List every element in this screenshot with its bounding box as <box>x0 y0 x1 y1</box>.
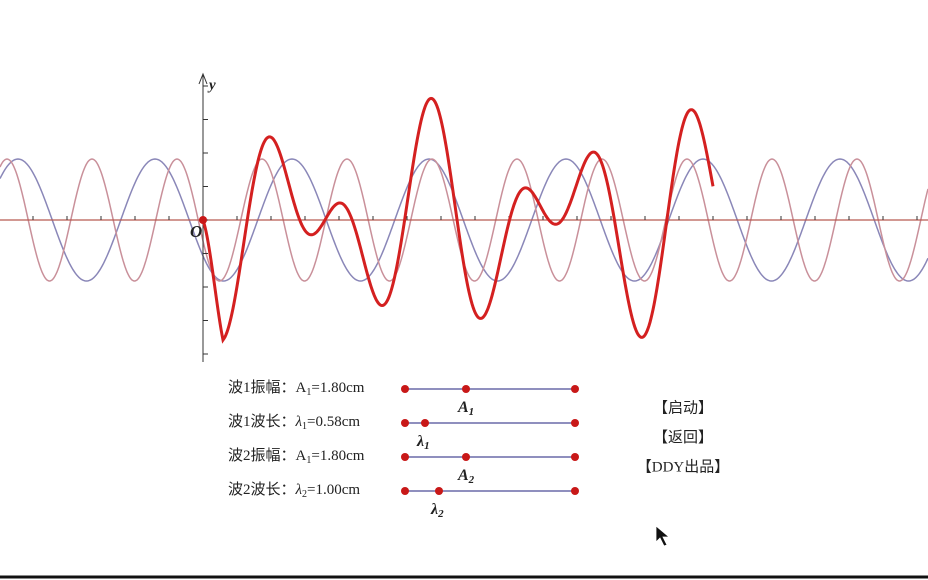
label-prefix: 波2振幅： <box>228 447 296 464</box>
y-axis-label: y <box>207 77 216 93</box>
control-label: 波2振幅：A1=1.80cm <box>228 447 365 466</box>
slider-handle[interactable] <box>462 385 470 393</box>
slider-handle[interactable] <box>435 487 443 495</box>
label-symbol: A <box>296 380 307 396</box>
origin-label: O <box>190 222 202 241</box>
handle-label: A2 <box>457 467 475 486</box>
slider-end <box>571 453 579 461</box>
handle-symbol: λ <box>430 501 438 518</box>
wave-2 <box>0 158 928 282</box>
handle-symbol: A <box>457 467 469 484</box>
origin-point <box>199 216 207 224</box>
button[interactable]: 【返回】 <box>653 429 713 446</box>
label-prefix: 波2波长： <box>228 481 296 498</box>
slider-start <box>401 385 409 393</box>
label-subscript: 1 <box>306 387 311 398</box>
handle-symbol: λ <box>416 433 424 450</box>
handle-label: λ2 <box>430 501 444 520</box>
label-symbol: λ <box>295 482 303 498</box>
mouse-cursor <box>655 525 671 547</box>
label-symbol: A <box>296 448 307 464</box>
handle-subscript: 2 <box>437 508 444 520</box>
label-value: =1.00cm <box>307 482 360 498</box>
slider-end <box>571 487 579 495</box>
label-subscript: 1 <box>306 455 311 466</box>
label-symbol: λ <box>295 414 303 430</box>
slider-handle[interactable] <box>421 419 429 427</box>
handle-label: A1 <box>457 399 474 418</box>
handle-subscript: 1 <box>424 440 430 452</box>
slider-start <box>401 453 409 461</box>
handle-subscript: 1 <box>469 406 475 418</box>
control-label: 波1波长：λ1=0.58cm <box>228 413 360 432</box>
superposed-wave <box>201 96 715 344</box>
slider-start <box>401 487 409 495</box>
label-prefix: 波1波长： <box>228 413 296 430</box>
handle-subscript: 2 <box>468 474 475 486</box>
label-value: =1.80cm <box>311 448 364 464</box>
label-subscript: 2 <box>302 489 307 500</box>
y-axis-arrow <box>198 72 208 85</box>
label-value: =1.80cm <box>311 380 364 396</box>
slider-end <box>571 419 579 427</box>
button[interactable]: 【DDY出品】 <box>637 458 730 475</box>
label-value: =0.58cm <box>307 414 360 430</box>
label-subscript: 1 <box>302 421 307 432</box>
handle-symbol: A <box>457 399 469 416</box>
control-label: 波2波长：λ2=1.00cm <box>228 481 360 500</box>
slider-start <box>401 419 409 427</box>
controls: 波1振幅：A1=1.80cmA1波1波长：λ1=0.58cmλ1波2振幅：A1=… <box>228 379 579 520</box>
button[interactable]: 【启动】 <box>653 399 713 416</box>
control-label: 波1振幅：A1=1.80cm <box>228 379 365 398</box>
wave-plot <box>0 72 928 362</box>
slider-handle[interactable] <box>462 453 470 461</box>
handle-label: λ1 <box>416 433 430 452</box>
slider-end <box>571 385 579 393</box>
label-prefix: 波1振幅： <box>228 379 296 396</box>
buttons: 【启动】【返回】【DDY出品】 <box>637 399 730 475</box>
